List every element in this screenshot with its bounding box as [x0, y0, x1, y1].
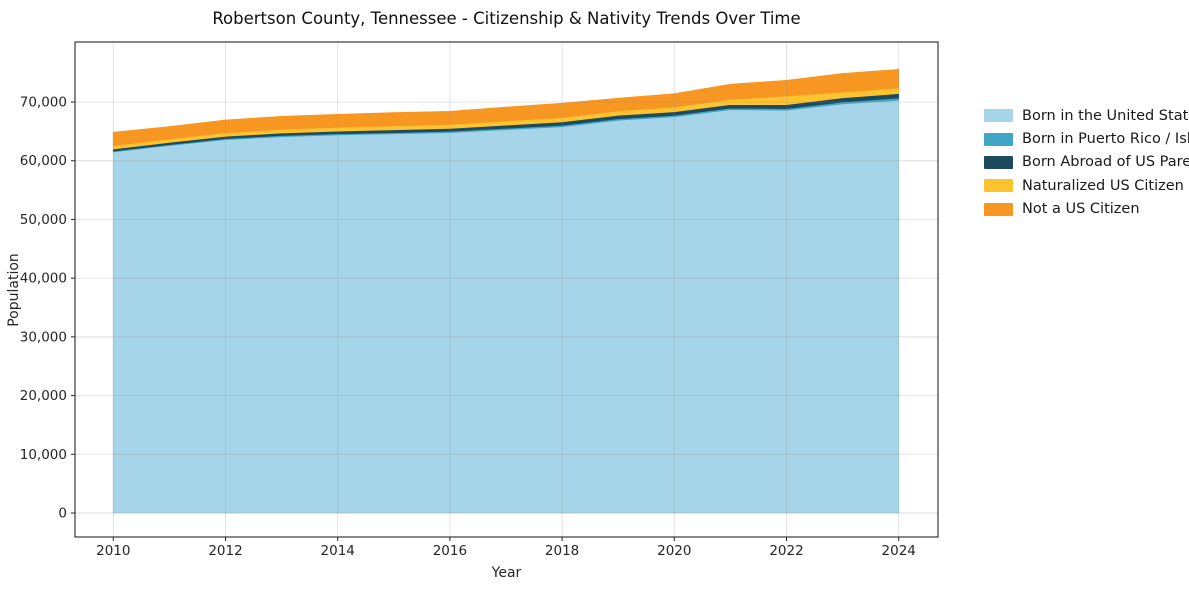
x-tick-label: 2012: [208, 543, 242, 559]
x-tick-label: 2014: [321, 543, 355, 559]
x-tick-label: 2018: [545, 543, 579, 559]
legend-item: Naturalized US Citizen: [984, 174, 1189, 197]
legend: Born in the United States Born in Puerto…: [984, 104, 1189, 221]
area-series-4: [112, 69, 900, 147]
x-axis-label: Year: [491, 565, 522, 581]
y-tick-label: 20,000: [20, 388, 67, 404]
legend-label: Not a US Citizen: [1022, 201, 1140, 218]
legend-swatch-born-us: [984, 109, 1013, 123]
y-tick-label: 60,000: [20, 153, 67, 169]
y-axis-label: Population: [6, 253, 22, 327]
legend-label: Naturalized US Citizen: [1022, 177, 1184, 194]
x-tick-label: 2022: [769, 543, 803, 559]
chart-title: Robertson County, Tennessee - Citizenshi…: [212, 9, 801, 28]
x-tick-label: 2016: [433, 543, 467, 559]
legend-swatch-born-abroad: [984, 155, 1013, 169]
legend-swatch-naturalized: [984, 179, 1013, 193]
y-tick-label: 70,000: [20, 95, 67, 111]
legend-swatch-not-citizen: [984, 202, 1013, 216]
y-tick-label: 10,000: [20, 447, 67, 463]
y-tick-label: 0: [58, 506, 67, 522]
y-tick-label: 40,000: [20, 271, 67, 287]
legend-item: Born in the United States: [984, 104, 1189, 127]
x-tick-label: 2024: [882, 543, 916, 559]
x-tick-label: 2010: [96, 543, 130, 559]
axes-frame: [74, 41, 939, 538]
legend-label: Born Abroad of US Parent(s): [1022, 154, 1189, 171]
x-tick-label: 2020: [657, 543, 691, 559]
y-tick-label: 30,000: [20, 329, 67, 345]
legend-item: Not a US Citizen: [984, 198, 1189, 221]
legend-label: Born in the United States: [1022, 107, 1189, 124]
legend-swatch-puerto-rico: [984, 132, 1013, 146]
y-tick-label: 50,000: [20, 212, 67, 228]
legend-item: Born Abroad of US Parent(s): [984, 151, 1189, 174]
area-series-0: [112, 99, 900, 514]
legend-item: Born in Puerto Rico / Islands: [984, 127, 1189, 150]
legend-label: Born in Puerto Rico / Islands: [1022, 131, 1189, 148]
